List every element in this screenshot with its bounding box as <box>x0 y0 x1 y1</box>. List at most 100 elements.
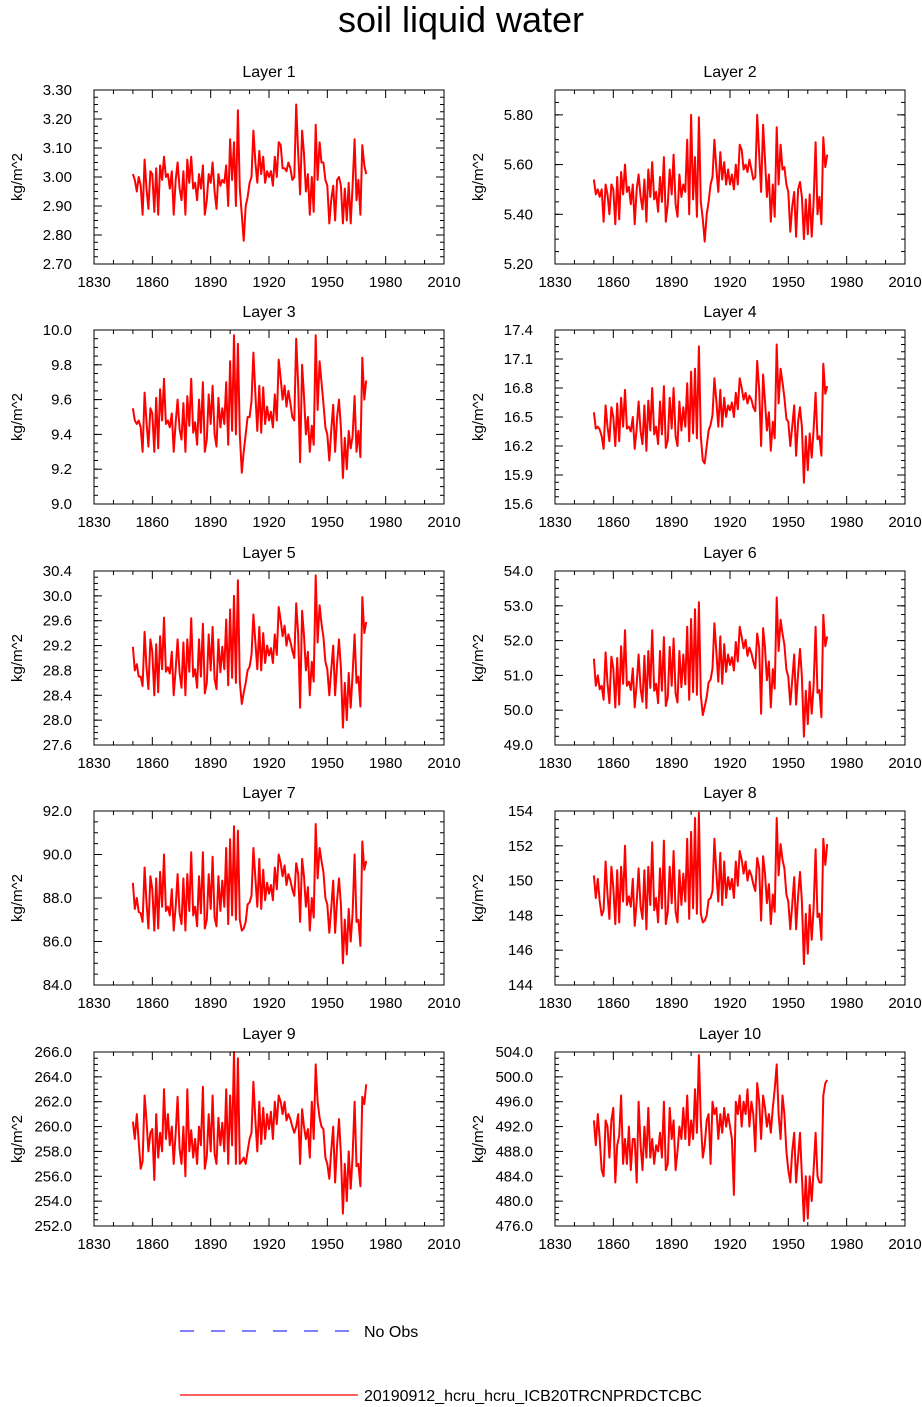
y-tick-label-layer-5: 28.8 <box>43 662 72 679</box>
x-tick-label-layer-3: 1830 <box>77 514 110 531</box>
x-tick-label-layer-4: 1830 <box>538 514 571 531</box>
x-tick-label-layer-2: 2010 <box>888 274 921 291</box>
x-tick-label-layer-3: 1950 <box>311 514 344 531</box>
x-tick-label-layer-4: 1980 <box>830 514 863 531</box>
x-tick-label-layer-9: 1920 <box>252 1236 285 1253</box>
y-tick-label-layer-9: 254.0 <box>34 1193 72 1210</box>
x-tick-label-layer-1: 1980 <box>369 274 402 291</box>
y-tick-label-layer-8: 150 <box>508 873 533 890</box>
y-tick-label-layer-8: 148 <box>508 907 533 924</box>
panel-layer-8: Layer 8 kg/m^2 1830 1860 1890 1920 1950 1980 201… <box>470 785 922 1012</box>
y-tick-label-layer-5: 30.4 <box>43 563 72 580</box>
y-tick-label-layer-4: 15.9 <box>504 467 533 484</box>
y-tick-label-layer-9: 258.0 <box>34 1143 72 1160</box>
x-tick-label-layer-8: 1890 <box>655 995 688 1012</box>
y-tick-label-layer-2: 5.40 <box>504 206 533 223</box>
y-tick-label-layer-2: 5.20 <box>504 256 533 273</box>
y-tick-label-layer-6: 50.0 <box>504 702 533 719</box>
panel-title-layer-10: Layer 10 <box>699 1026 761 1043</box>
panel-title-layer-2: Layer 2 <box>703 64 756 81</box>
panel-layer-4: Layer 4 kg/m^2 1830 1860 1890 1920 1950 1980 201… <box>470 304 922 531</box>
y-tick-label-layer-1: 3.20 <box>43 111 72 128</box>
y-tick-label-layer-10: 500.0 <box>495 1069 533 1086</box>
y-tick-label-layer-4: 16.5 <box>504 409 533 426</box>
x-tick-label-layer-5: 1950 <box>311 755 344 772</box>
y-tick-label-layer-9: 256.0 <box>34 1168 72 1185</box>
y-tick-label-layer-5: 29.6 <box>43 613 72 630</box>
y-tick-label-layer-9: 264.0 <box>34 1069 72 1086</box>
y-tick-label-layer-3: 9.8 <box>51 357 72 374</box>
y-tick-label-layer-7: 92.0 <box>43 803 72 820</box>
x-tick-label-layer-3: 1860 <box>136 514 169 531</box>
y-tick-label-layer-10: 504.0 <box>495 1044 533 1061</box>
x-tick-label-layer-6: 1890 <box>655 755 688 772</box>
x-tick-label-layer-10: 1920 <box>713 1236 746 1253</box>
panel-layer-6: Layer 6 kg/m^2 1830 1860 1890 1920 1950 1980 201… <box>470 545 922 772</box>
data-line-layer-3 <box>131 334 368 479</box>
y-tick-label-layer-10: 476.0 <box>495 1218 533 1235</box>
y-axis-label-layer-6: kg/m^2 <box>470 634 487 682</box>
x-tick-label-layer-7: 1980 <box>369 995 402 1012</box>
panel-title-layer-6: Layer 6 <box>703 545 756 562</box>
x-tick-label-layer-8: 1830 <box>538 995 571 1012</box>
panel-title-layer-8: Layer 8 <box>703 785 756 802</box>
x-tick-label-layer-6: 1830 <box>538 755 571 772</box>
x-tick-label-layer-8: 1950 <box>772 995 805 1012</box>
x-tick-label-layer-6: 1980 <box>830 755 863 772</box>
panel-title-layer-3: Layer 3 <box>242 304 295 321</box>
y-axis-label-layer-2: kg/m^2 <box>470 153 487 201</box>
x-tick-label-layer-7: 1920 <box>252 995 285 1012</box>
y-tick-label-layer-1: 3.30 <box>43 82 72 99</box>
y-tick-label-layer-8: 152 <box>508 838 533 855</box>
x-tick-label-layer-8: 2010 <box>888 995 921 1012</box>
panel-layer-7: Layer 7 kg/m^2 1830 1860 1890 1920 1950 1980 201… <box>9 785 461 1012</box>
x-tick-label-layer-2: 1950 <box>772 274 805 291</box>
x-tick-label-layer-5: 1980 <box>369 755 402 772</box>
y-tick-label-layer-9: 260.0 <box>34 1119 72 1136</box>
x-tick-label-layer-1: 2010 <box>427 274 460 291</box>
y-tick-label-layer-5: 27.6 <box>43 737 72 754</box>
panel-title-layer-9: Layer 9 <box>242 1026 295 1043</box>
x-tick-label-layer-10: 1980 <box>830 1236 863 1253</box>
x-tick-label-layer-5: 2010 <box>427 755 460 772</box>
x-tick-label-layer-9: 1890 <box>194 1236 227 1253</box>
y-tick-label-layer-4: 16.2 <box>504 438 533 455</box>
y-tick-label-layer-2: 5.60 <box>504 157 533 174</box>
data-line-layer-2 <box>592 113 829 243</box>
y-tick-label-layer-5: 30.0 <box>43 588 72 605</box>
y-tick-label-layer-4: 16.8 <box>504 380 533 397</box>
data-line-layer-10 <box>592 1054 829 1222</box>
x-tick-label-layer-5: 1860 <box>136 755 169 772</box>
y-tick-label-layer-5: 28.0 <box>43 712 72 729</box>
y-tick-label-layer-9: 262.0 <box>34 1094 72 1111</box>
x-tick-label-layer-3: 1980 <box>369 514 402 531</box>
x-tick-label-layer-2: 1860 <box>597 274 630 291</box>
y-tick-label-layer-5: 29.2 <box>43 638 72 655</box>
panel-layer-1: Layer 1 kg/m^2 1830 1860 1890 1920 1950 1980 201… <box>9 64 461 291</box>
y-axis-label-layer-3: kg/m^2 <box>9 393 26 441</box>
legend-label-no-obs: No Obs <box>364 1324 418 1341</box>
x-tick-label-layer-9: 1980 <box>369 1236 402 1253</box>
x-tick-label-layer-1: 1950 <box>311 274 344 291</box>
x-tick-label-layer-2: 1830 <box>538 274 571 291</box>
y-tick-label-layer-6: 54.0 <box>504 563 533 580</box>
x-tick-label-layer-4: 1860 <box>597 514 630 531</box>
y-tick-label-layer-8: 154 <box>508 803 533 820</box>
y-tick-label-layer-2: 5.80 <box>504 107 533 124</box>
x-tick-label-layer-7: 1860 <box>136 995 169 1012</box>
y-tick-label-layer-10: 480.0 <box>495 1193 533 1210</box>
y-axis-label-layer-8: kg/m^2 <box>470 874 487 922</box>
panel-title-layer-4: Layer 4 <box>703 304 756 321</box>
y-axis-label-layer-5: kg/m^2 <box>9 634 26 682</box>
x-tick-label-layer-1: 1830 <box>77 274 110 291</box>
panel-layer-9: Layer 9 kg/m^2 1830 1860 1890 1920 1950 1980 201… <box>9 1026 461 1253</box>
x-tick-label-layer-7: 1950 <box>311 995 344 1012</box>
data-line-layer-1 <box>131 103 368 242</box>
x-tick-label-layer-4: 1920 <box>713 514 746 531</box>
y-tick-label-layer-10: 488.0 <box>495 1143 533 1160</box>
data-line-layer-4 <box>592 343 829 484</box>
x-tick-label-layer-6: 1920 <box>713 755 746 772</box>
y-tick-label-layer-3: 10.0 <box>43 322 72 339</box>
x-tick-label-layer-3: 2010 <box>427 514 460 531</box>
